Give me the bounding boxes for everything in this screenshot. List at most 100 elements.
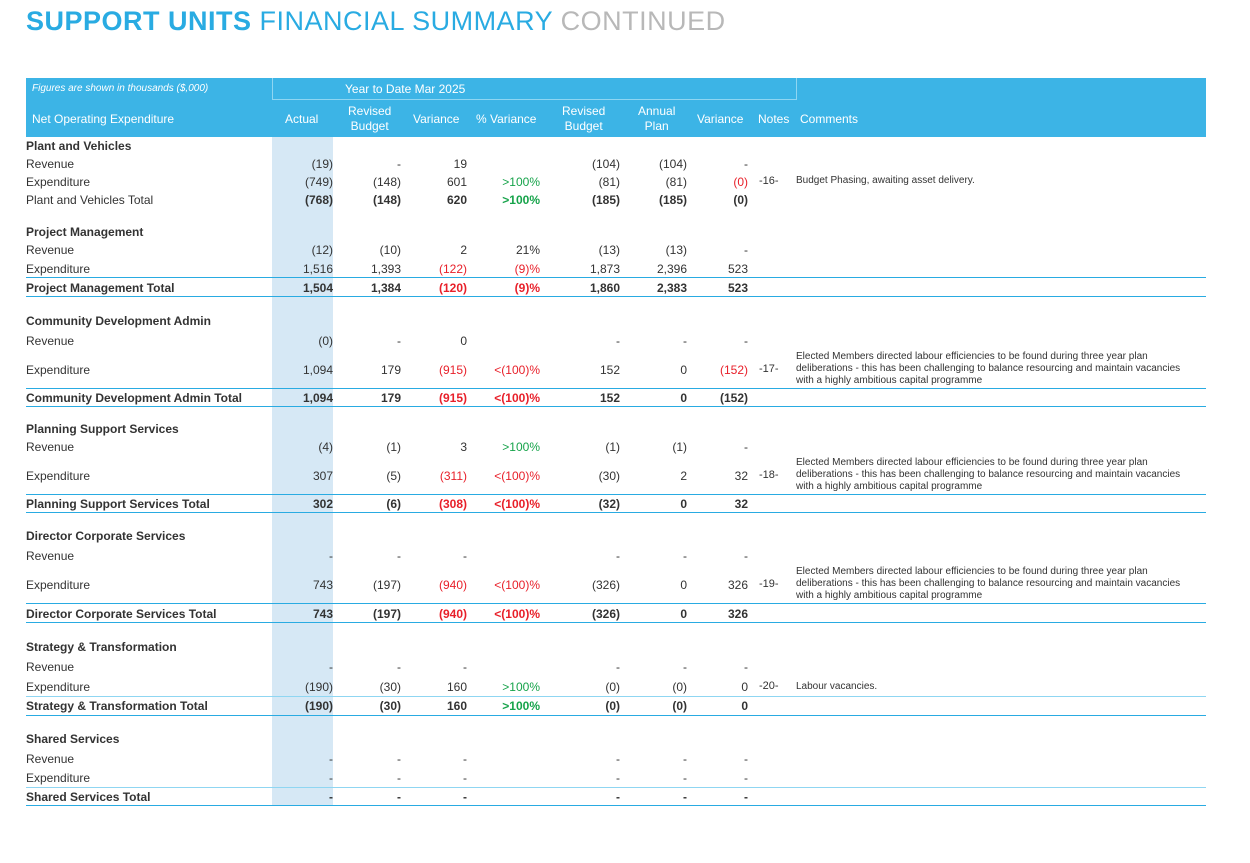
cell-actual: (190) bbox=[304, 680, 333, 694]
cell-variance-2: 0 bbox=[741, 699, 748, 713]
cell-variance: 0 bbox=[460, 334, 467, 348]
cell-annual-plan: - bbox=[683, 334, 687, 348]
cell-revised-budget-2: (0) bbox=[605, 699, 620, 713]
cell-revised-budget-2: - bbox=[616, 660, 620, 674]
cell-revised-budget: 1,384 bbox=[370, 281, 401, 295]
cell-revised-budget-2: - bbox=[616, 771, 620, 785]
row-label: Expenditure bbox=[26, 363, 91, 377]
row-label: Strategy & Transformation Total bbox=[26, 699, 208, 713]
cell-annual-plan: 2,383 bbox=[656, 281, 687, 295]
cell-variance-2: - bbox=[744, 243, 748, 257]
col-net-operating: Net Operating Expenditure bbox=[32, 112, 175, 126]
cell-pct-variance: <(100)% bbox=[494, 607, 540, 621]
cell-pct-variance: <(100)% bbox=[494, 469, 540, 483]
cell-actual: (19) bbox=[311, 157, 333, 171]
cell-variance: (122) bbox=[438, 262, 467, 276]
cell-revised-budget: (197) bbox=[372, 578, 401, 592]
cell-variance: 160 bbox=[446, 680, 467, 694]
cell-pct-variance: >100% bbox=[502, 193, 540, 207]
cell-variance-2: 523 bbox=[727, 281, 748, 295]
cell-annual-plan: 0 bbox=[680, 607, 687, 621]
cell-annual-plan: 0 bbox=[680, 578, 687, 592]
cell-actual: (0) bbox=[318, 334, 333, 348]
row-label: Expenditure bbox=[26, 578, 91, 592]
cell-revised-budget: (30) bbox=[379, 680, 401, 694]
cell-comment: Labour vacancies. bbox=[796, 681, 878, 692]
cell-variance: (120) bbox=[438, 281, 467, 295]
cell-actual: - bbox=[329, 771, 333, 785]
row-label: Community Development Admin Total bbox=[26, 391, 243, 405]
cell-annual-plan: (185) bbox=[658, 193, 687, 207]
col-variance: Variance bbox=[413, 112, 460, 126]
row-label: Expenditure bbox=[26, 771, 91, 785]
cell-variance: (308) bbox=[438, 497, 467, 511]
col-pct-variance: % Variance bbox=[476, 112, 537, 126]
cell-annual-plan: 2,396 bbox=[656, 262, 687, 276]
section-label: Director Corporate Services bbox=[26, 529, 186, 543]
row-divider bbox=[26, 388, 1206, 389]
row-label: Revenue bbox=[26, 157, 75, 171]
cell-pct-variance: >100% bbox=[502, 699, 540, 713]
cell-actual: - bbox=[329, 660, 333, 674]
row-label: Revenue bbox=[26, 243, 75, 257]
cell-pct-variance: >100% bbox=[502, 175, 540, 189]
row-label: Revenue bbox=[26, 549, 75, 563]
section-label: Project Management bbox=[26, 225, 144, 239]
row-label: Revenue bbox=[26, 334, 75, 348]
cell-revised-budget: (148) bbox=[372, 175, 401, 189]
row-label: Plant and Vehicles Total bbox=[26, 193, 154, 207]
cell-actual: 1,516 bbox=[302, 262, 333, 276]
cell-annual-plan: 0 bbox=[680, 497, 687, 511]
cell-revised-budget: 179 bbox=[380, 391, 401, 405]
cell-revised-budget: (1) bbox=[386, 440, 401, 454]
cell-annual-plan: 0 bbox=[680, 363, 687, 377]
col-variance-2: Variance bbox=[697, 112, 744, 126]
cell-annual-plan: - bbox=[683, 752, 687, 766]
row-divider bbox=[26, 805, 1206, 806]
cell-revised-budget-2: 152 bbox=[599, 363, 620, 377]
cell-revised-budget: - bbox=[397, 752, 401, 766]
cell-pct-variance: >100% bbox=[502, 680, 540, 694]
cell-variance: 160 bbox=[446, 699, 467, 713]
section-label: Plant and Vehicles bbox=[26, 139, 132, 153]
cell-note: -19- bbox=[759, 578, 779, 590]
cell-annual-plan: - bbox=[683, 790, 687, 804]
cell-revised-budget-2: (81) bbox=[598, 175, 620, 189]
cell-variance: (311) bbox=[439, 469, 467, 483]
cell-pct-variance: <(100)% bbox=[494, 363, 540, 377]
cell-revised-budget: - bbox=[397, 334, 401, 348]
cell-note: -20- bbox=[759, 680, 779, 692]
row-divider bbox=[26, 512, 1206, 513]
cell-variance-2: - bbox=[744, 334, 748, 348]
cell-revised-budget-2: 1,873 bbox=[589, 262, 620, 276]
cell-actual: 1,504 bbox=[302, 281, 333, 295]
row-label: Revenue bbox=[26, 752, 75, 766]
cell-actual: 743 bbox=[312, 578, 333, 592]
section-label: Strategy & Transformation bbox=[26, 640, 177, 654]
cell-actual: 743 bbox=[312, 607, 333, 621]
section-label: Community Development Admin bbox=[26, 314, 211, 328]
cell-variance: - bbox=[463, 549, 467, 563]
cell-variance-2: - bbox=[744, 790, 748, 804]
section-label: Planning Support Services bbox=[26, 422, 179, 436]
cell-variance-2: 523 bbox=[727, 262, 748, 276]
cell-revised-budget-2: - bbox=[616, 752, 620, 766]
cell-variance: 3 bbox=[460, 440, 467, 454]
cell-revised-budget-2: (30) bbox=[598, 469, 620, 483]
cell-annual-plan: - bbox=[683, 549, 687, 563]
cell-variance: - bbox=[463, 660, 467, 674]
cell-variance-2: - bbox=[744, 752, 748, 766]
cell-variance: 19 bbox=[453, 157, 467, 171]
cell-actual: (190) bbox=[304, 699, 333, 713]
cell-revised-budget: (5) bbox=[386, 469, 401, 483]
cell-variance: - bbox=[463, 790, 467, 804]
cell-revised-budget-2: (1) bbox=[605, 440, 620, 454]
cell-variance: (915) bbox=[438, 391, 467, 405]
cell-pct-variance: >100% bbox=[502, 440, 540, 454]
cell-revised-budget: 179 bbox=[380, 363, 401, 377]
cell-revised-budget-2: (13) bbox=[598, 243, 620, 257]
cell-actual: (4) bbox=[318, 440, 333, 454]
cell-variance: - bbox=[463, 771, 467, 785]
cell-variance-2: 0 bbox=[741, 680, 748, 694]
cell-comment: Budget Phasing, awaiting asset delivery. bbox=[796, 175, 975, 186]
